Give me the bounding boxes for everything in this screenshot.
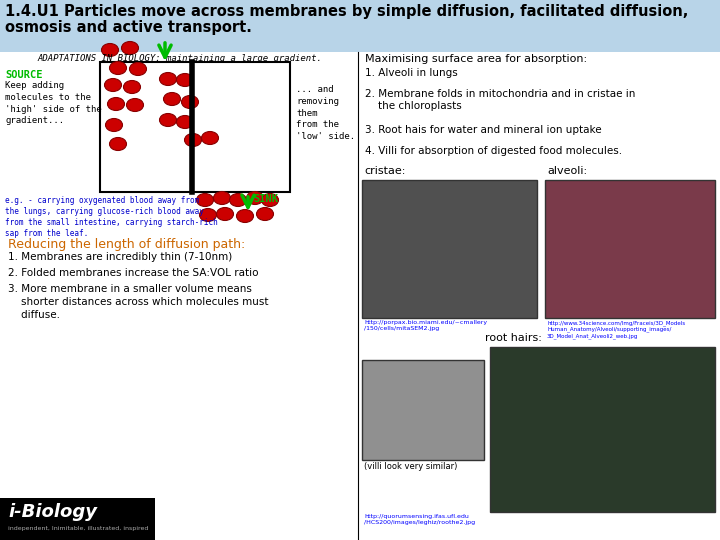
Text: Keep adding
molecules to the
'high' side of the
gradient...: Keep adding molecules to the 'high' side… bbox=[5, 81, 102, 125]
Text: e.g. - carrying oxygenated blood away from
the lungs, carrying glucose-rich bloo: e.g. - carrying oxygenated blood away fr… bbox=[5, 196, 217, 238]
Text: 2. Folded membranes increase the SA:VOL ratio: 2. Folded membranes increase the SA:VOL … bbox=[8, 268, 258, 278]
Text: http://quorumsensing.ifas.ufl.edu
/HCS200/images/leghiz/roothe2.jpg: http://quorumsensing.ifas.ufl.edu /HCS20… bbox=[364, 514, 475, 525]
Ellipse shape bbox=[214, 192, 230, 205]
Text: cristae:: cristae: bbox=[364, 166, 405, 176]
Text: osmosis and active transport.: osmosis and active transport. bbox=[5, 20, 252, 35]
Ellipse shape bbox=[104, 78, 122, 91]
Ellipse shape bbox=[102, 44, 119, 57]
Text: ADAPTATIONS IN BIOLOGY: maintaining a large gradient.: ADAPTATIONS IN BIOLOGY: maintaining a la… bbox=[37, 54, 323, 63]
Ellipse shape bbox=[163, 92, 181, 105]
Ellipse shape bbox=[124, 80, 140, 93]
Ellipse shape bbox=[246, 192, 264, 205]
Ellipse shape bbox=[106, 118, 122, 132]
Text: 2. Membrane folds in mitochondria and in cristae in
    the chloroplasts: 2. Membrane folds in mitochondria and in… bbox=[365, 89, 635, 111]
Bar bbox=[100, 62, 290, 192]
Text: 3. Root hais for water and mineral ion uptake: 3. Root hais for water and mineral ion u… bbox=[365, 125, 602, 135]
Text: http://porpax.bio.miami.edu/~cmallery
/150/cells/mitaSEM2.jpg: http://porpax.bio.miami.edu/~cmallery /1… bbox=[364, 320, 487, 331]
Bar bbox=[0, 0, 720, 52]
Ellipse shape bbox=[256, 207, 274, 220]
Ellipse shape bbox=[176, 73, 194, 86]
Ellipse shape bbox=[236, 210, 253, 222]
Text: 1. Alveoli in lungs: 1. Alveoli in lungs bbox=[365, 68, 458, 78]
Text: 4. Villi for absorption of digested food molecules.: 4. Villi for absorption of digested food… bbox=[365, 146, 622, 156]
Bar bbox=[490, 347, 715, 512]
Ellipse shape bbox=[230, 193, 246, 206]
Ellipse shape bbox=[261, 193, 279, 206]
Bar bbox=[362, 360, 484, 460]
Ellipse shape bbox=[130, 63, 146, 76]
Text: root hairs:: root hairs: bbox=[485, 333, 542, 343]
Text: Reducing the length of diffusion path:: Reducing the length of diffusion path: bbox=[8, 238, 246, 251]
Ellipse shape bbox=[109, 62, 127, 75]
Text: i-Biology: i-Biology bbox=[8, 503, 97, 521]
Text: 1. Membranes are incredibly thin (7-10nm): 1. Membranes are incredibly thin (7-10nm… bbox=[8, 252, 233, 262]
Ellipse shape bbox=[202, 132, 218, 145]
Text: independent, Inimitable, illustrated, inspired: independent, Inimitable, illustrated, in… bbox=[8, 526, 148, 531]
Text: ... and
removing
them
from the
'low' side.: ... and removing them from the 'low' sid… bbox=[296, 85, 355, 141]
Ellipse shape bbox=[127, 98, 143, 111]
Bar bbox=[0, 498, 155, 540]
Ellipse shape bbox=[160, 113, 176, 126]
Bar bbox=[545, 180, 715, 318]
Bar bbox=[362, 180, 537, 318]
Text: alveoli:: alveoli: bbox=[547, 166, 587, 176]
Text: 3. More membrane in a smaller volume means
    shorter distances across which mo: 3. More membrane in a smaller volume mea… bbox=[8, 284, 269, 320]
Text: http://www.34science.com/Img/Fraceis/3D_Models
Human_Anatomy/Alveoli/supporting_: http://www.34science.com/Img/Fraceis/3D_… bbox=[547, 320, 685, 339]
Text: SINK: SINK bbox=[253, 194, 278, 204]
Ellipse shape bbox=[217, 207, 233, 220]
Text: Maximising surface area for absorption:: Maximising surface area for absorption: bbox=[365, 54, 587, 64]
Ellipse shape bbox=[199, 208, 217, 221]
Ellipse shape bbox=[197, 193, 214, 206]
Ellipse shape bbox=[107, 98, 125, 111]
Ellipse shape bbox=[109, 138, 127, 151]
Ellipse shape bbox=[160, 72, 176, 85]
Text: (villi look very similar): (villi look very similar) bbox=[364, 462, 457, 471]
Ellipse shape bbox=[184, 133, 202, 146]
Text: SOURCE: SOURCE bbox=[5, 70, 42, 80]
Ellipse shape bbox=[181, 96, 199, 109]
Ellipse shape bbox=[122, 42, 138, 55]
Ellipse shape bbox=[176, 116, 194, 129]
Text: 1.4.U1 Particles move across membranes by simple diffusion, facilitated diffusio: 1.4.U1 Particles move across membranes b… bbox=[5, 4, 688, 19]
